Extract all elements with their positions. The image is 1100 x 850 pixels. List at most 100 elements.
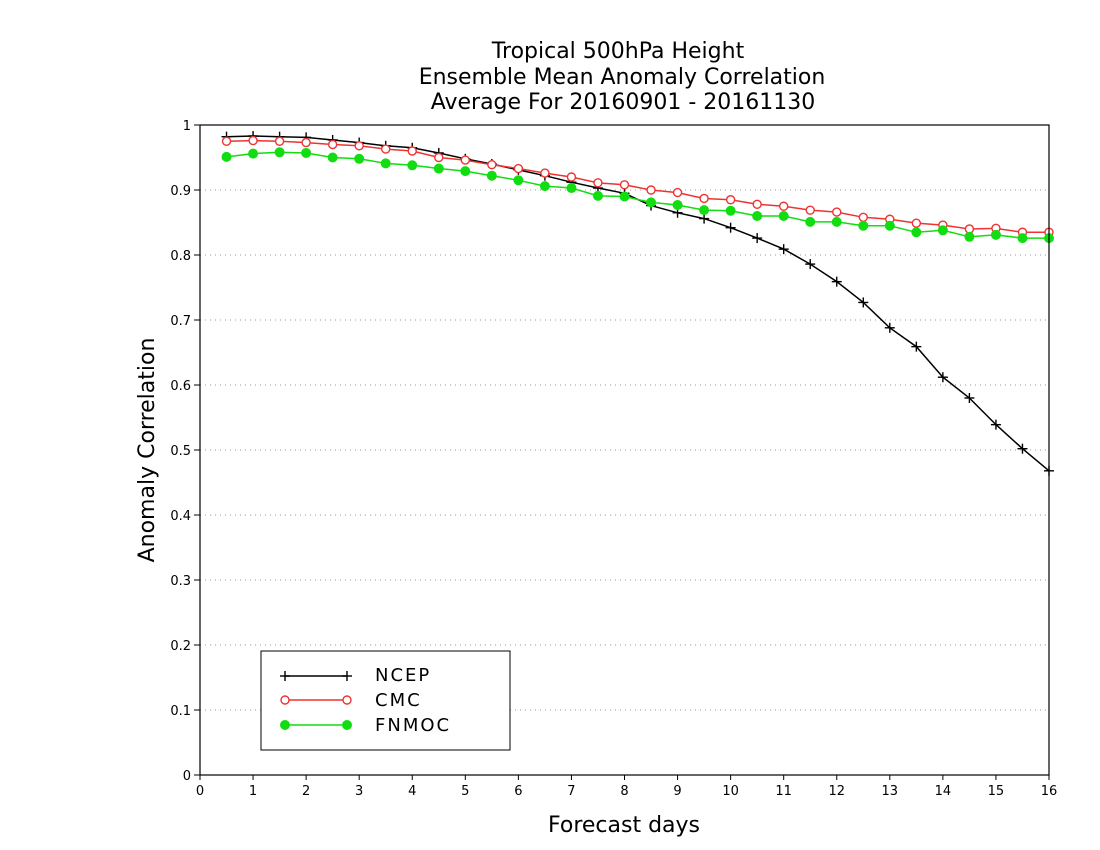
y-tick-label: 0.4 bbox=[170, 509, 191, 524]
x-tick-label: 3 bbox=[355, 784, 363, 799]
data-point-fnmoc bbox=[964, 231, 975, 242]
legend-label-fnmoc: FNMOC bbox=[375, 715, 451, 736]
data-point-fnmoc bbox=[221, 151, 232, 162]
y-tick-label: 0.8 bbox=[170, 249, 191, 264]
data-point-fnmoc bbox=[539, 181, 550, 192]
y-axis-label: Anomaly Correlation bbox=[135, 338, 160, 563]
chart-title-line-3: Average For 20160901 - 20161130 bbox=[431, 90, 816, 115]
x-tick-label: 7 bbox=[567, 784, 575, 799]
data-point-cmc bbox=[381, 144, 391, 154]
data-point-ncep bbox=[990, 419, 1001, 430]
data-point-cmc bbox=[752, 199, 762, 210]
x-tick-label: 9 bbox=[673, 784, 681, 799]
data-point-fnmoc bbox=[672, 199, 683, 210]
data-point-fnmoc bbox=[990, 229, 1001, 240]
x-tick-label: 2 bbox=[302, 784, 310, 799]
chart-title-line-1: Tropical 500hPa Height bbox=[491, 39, 745, 64]
series-line-fnmoc bbox=[226, 151, 1049, 239]
x-tick-label: 14 bbox=[935, 784, 952, 799]
data-point-fnmoc bbox=[301, 147, 312, 158]
data-point-fnmoc bbox=[274, 147, 285, 158]
data-point-ncep bbox=[937, 372, 948, 383]
data-point-cmc bbox=[327, 139, 338, 150]
data-point-fnmoc bbox=[619, 191, 630, 202]
legend-marker-cmc bbox=[342, 695, 352, 705]
data-point-fnmoc bbox=[460, 166, 471, 177]
data-point-fnmoc bbox=[592, 190, 603, 201]
data-point-fnmoc bbox=[831, 216, 842, 227]
y-tick-label: 0.2 bbox=[170, 639, 191, 654]
data-point-ncep bbox=[884, 322, 895, 333]
data-point-ncep bbox=[858, 297, 869, 308]
data-point-cmc bbox=[407, 146, 417, 156]
series-line-cmc bbox=[226, 139, 1049, 234]
x-tick-label: 10 bbox=[722, 784, 739, 799]
gridlines bbox=[200, 189, 1049, 711]
y-tick-label: 1 bbox=[183, 119, 191, 134]
data-point-cmc bbox=[858, 212, 868, 223]
legend-marker-ncep bbox=[342, 671, 352, 681]
x-tick-label: 8 bbox=[620, 784, 628, 799]
data-point-cmc bbox=[301, 137, 311, 148]
data-point-cmc bbox=[778, 201, 789, 211]
data-point-fnmoc bbox=[778, 211, 789, 221]
data-point-fnmoc bbox=[699, 205, 710, 216]
data-point-ncep bbox=[1017, 443, 1028, 454]
x-tick-label: 11 bbox=[775, 784, 792, 799]
data-point-cmc bbox=[540, 168, 550, 178]
data-point-fnmoc bbox=[486, 170, 497, 181]
x-tick-label: 1 bbox=[249, 784, 257, 799]
data-point-cmc bbox=[619, 180, 630, 190]
x-axis-label: Forecast days bbox=[548, 813, 700, 838]
data-point-cmc bbox=[566, 172, 577, 182]
data-point-fnmoc bbox=[327, 152, 338, 163]
x-tick-label: 4 bbox=[408, 784, 416, 799]
data-point-cmc bbox=[646, 185, 656, 195]
data-point-ncep bbox=[752, 233, 763, 244]
x-tick-label: 15 bbox=[988, 784, 1005, 799]
y-tick-label: 0.7 bbox=[170, 314, 191, 329]
data-point-fnmoc bbox=[566, 183, 577, 194]
x-tick-label: 0 bbox=[196, 784, 204, 799]
data-point-fnmoc bbox=[858, 220, 869, 231]
y-tick-label: 0.9 bbox=[170, 184, 191, 199]
data-point-fnmoc bbox=[1017, 233, 1028, 244]
data-point-fnmoc bbox=[354, 153, 365, 164]
data-point-fnmoc bbox=[407, 160, 418, 171]
x-tick-label: 5 bbox=[461, 784, 469, 799]
data-point-cmc bbox=[274, 136, 285, 146]
y-axis-ticks: 0 0.1 0.2 0.3 0.4 0.5 0.6 0.7 0.8 0.9 1 bbox=[170, 119, 200, 784]
series-line-ncep bbox=[226, 135, 1050, 472]
legend-marker-cmc bbox=[280, 695, 290, 705]
data-point-ncep bbox=[831, 276, 842, 287]
legend-marker-ncep bbox=[280, 671, 290, 681]
data-point-cmc bbox=[354, 141, 364, 151]
data-point-fnmoc bbox=[646, 197, 657, 208]
data-point-cmc bbox=[248, 135, 258, 146]
x-tick-label: 16 bbox=[1041, 784, 1058, 799]
series-lines bbox=[221, 131, 1054, 476]
data-point-cmc bbox=[805, 205, 815, 215]
data-point-fnmoc bbox=[433, 163, 444, 174]
data-point-fnmoc bbox=[752, 211, 763, 221]
data-point-cmc bbox=[487, 159, 497, 170]
legend-label-ncep: NCEP bbox=[375, 665, 431, 686]
data-point-cmc bbox=[221, 136, 232, 146]
x-axis-ticks: 0 1 2 3 4 5 6 7 8 9 10 11 12 13 14 15 16 bbox=[196, 775, 1057, 799]
data-point-fnmoc bbox=[380, 158, 391, 169]
y-tick-label: 0 bbox=[183, 769, 191, 784]
data-point-fnmoc bbox=[513, 175, 524, 186]
data-point-cmc bbox=[911, 218, 922, 228]
data-point-cmc bbox=[434, 152, 444, 163]
data-point-fnmoc bbox=[725, 205, 736, 216]
data-point-fnmoc bbox=[911, 227, 922, 238]
x-tick-label: 6 bbox=[514, 784, 522, 799]
legend-label-cmc: CMC bbox=[375, 690, 422, 711]
data-point-ncep bbox=[725, 222, 736, 233]
y-tick-label: 0.3 bbox=[170, 574, 191, 589]
data-point-cmc bbox=[725, 195, 736, 205]
legend: NCEP CMC FNMOC bbox=[260, 650, 511, 751]
data-point-cmc bbox=[672, 187, 683, 198]
data-point-cmc bbox=[513, 163, 524, 174]
